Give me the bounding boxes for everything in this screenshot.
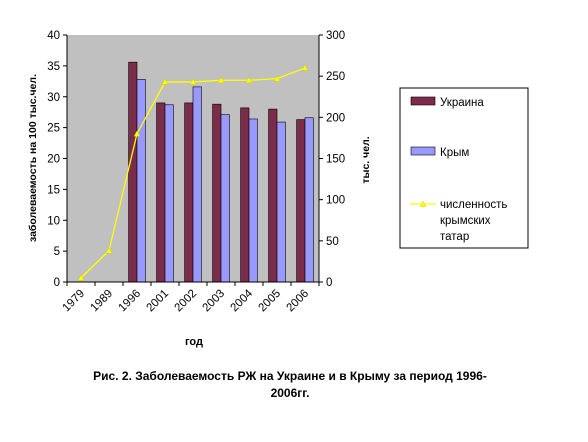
left-tick-label: 40 [47, 30, 60, 42]
chart: 0 5 10 15 20 25 30 35 40 0 50 100 150 200 250 300 1979… [27, 30, 529, 348]
legend-box [399, 87, 529, 249]
x-tick-label: 2003 [201, 288, 228, 315]
point-2003 [217, 76, 225, 83]
bar-Крым-2006 [304, 117, 314, 283]
bar-Крым-2004 [248, 118, 258, 283]
left-tick-label: 5 [54, 246, 60, 258]
x-tick-label: 1989 [89, 288, 116, 315]
left-tick-label: 10 [47, 215, 60, 227]
caption-line-2: 2006гг. [270, 386, 310, 400]
bar-Украина-1996 [128, 61, 138, 283]
right-tick-label: 150 [326, 154, 345, 166]
point-1989 [105, 247, 113, 254]
legend-label: Крым [440, 147, 469, 159]
left-tick-label: 25 [47, 123, 60, 135]
x-tick-label: 1979 [61, 288, 88, 315]
left-tick-label: 20 [47, 154, 60, 166]
bar-Крым-2002 [192, 86, 202, 283]
caption-line-1: Рис. 2. Заболеваемость РЖ на Украине и в… [93, 369, 487, 383]
x-tick-label: 2001 [145, 288, 172, 315]
left-tick-label: 30 [47, 92, 60, 104]
right-tick-label: 300 [326, 30, 345, 42]
bar-Украина-2004 [240, 107, 250, 283]
x-tick-label: 2006 [285, 288, 312, 315]
figure-caption: Рис. 2. Заболеваемость РЖ на Украине и в… [40, 368, 540, 402]
bar-Украина-2005 [268, 108, 278, 283]
bar-Украина-2003 [212, 103, 222, 283]
right-tick-label: 200 [326, 112, 345, 124]
bar-Украина-2001 [156, 102, 166, 283]
right-tick-label: 0 [326, 277, 332, 289]
bar-Крым-1996 [136, 79, 146, 283]
x-tick-label: 2002 [173, 288, 200, 315]
right-tick-label: 50 [326, 236, 339, 248]
legend-swatch [410, 146, 436, 156]
point-2005 [273, 75, 281, 82]
bar-Крым-2005 [276, 121, 286, 283]
bar-Украина-2006 [296, 119, 306, 283]
point-2006 [301, 64, 309, 71]
legend-label: численность крымских татар [440, 199, 507, 243]
legend: Украина Крым численность крымских татар [399, 87, 529, 249]
legend-marker [419, 200, 427, 207]
legend-swatch [410, 96, 436, 106]
left-tick-label: 35 [47, 61, 60, 73]
x-tick-label: 1996 [117, 288, 144, 315]
point-2004 [245, 76, 253, 83]
y-axis-label: заболеваемость на 100 тыс.чел. [27, 74, 39, 242]
x-tick-label: 2004 [229, 287, 256, 314]
right-tick-label: 100 [326, 195, 345, 207]
bar-Украина-2002 [184, 102, 194, 283]
bar-Крым-2003 [220, 114, 230, 283]
x-axis-label: год [185, 336, 203, 348]
point-1996 [133, 130, 141, 137]
left-tick-label: 0 [54, 277, 60, 289]
bar-Крым-2001 [164, 104, 174, 283]
point-1979 [77, 274, 85, 281]
left-tick-label: 15 [47, 184, 60, 196]
right-tick-label: 250 [326, 71, 345, 83]
y2-axis-label: тыс. чел. [360, 136, 372, 183]
point-2001 [161, 78, 169, 85]
point-2002 [189, 78, 197, 85]
legend-label: Украина [440, 97, 484, 109]
x-tick-label: 2005 [257, 288, 284, 315]
